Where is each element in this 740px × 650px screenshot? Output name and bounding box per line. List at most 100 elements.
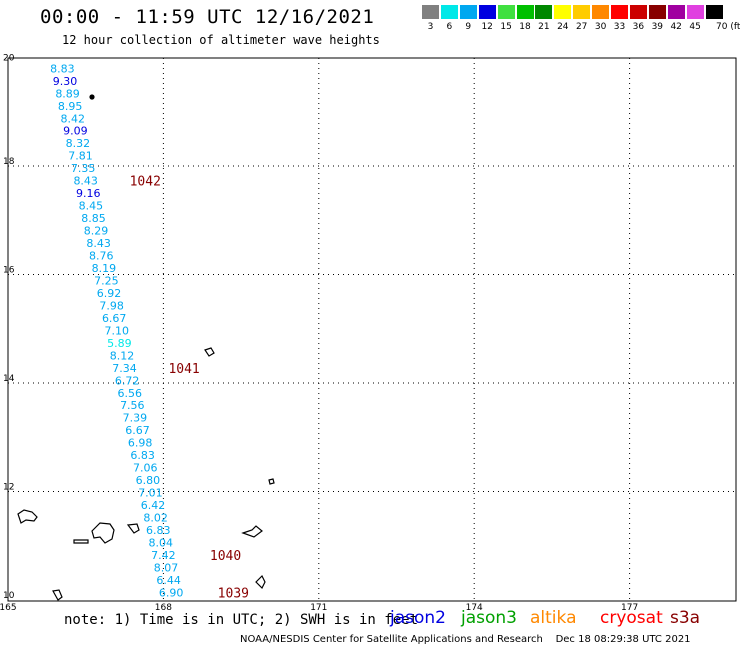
wave-height-reading: 6.67 <box>125 424 150 437</box>
legend-label: 15 <box>500 22 512 32</box>
legend-label: 33 <box>613 22 626 32</box>
wave-height-reading: 6.90 <box>159 586 184 599</box>
wave-height-reading: 7.56 <box>120 399 145 412</box>
wave-height-reading: 7.34 <box>112 362 137 375</box>
legend-label: 30 <box>594 22 607 32</box>
wave-height-reading: 8.42 <box>61 112 86 125</box>
legend-label: 45 <box>689 22 701 32</box>
wave-height-reading: 8.04 <box>149 536 174 549</box>
legend-label: 6 <box>446 22 453 32</box>
island-atoll-9 <box>52 589 63 601</box>
wave-height-reading: 8.12 <box>110 349 135 362</box>
island-atoll-8 <box>255 574 266 590</box>
legend-label: 3 <box>427 22 434 32</box>
lat-tick-label: 10 <box>3 591 15 601</box>
pressure-label: 1042 <box>130 175 161 190</box>
wave-height-reading: 8.02 <box>143 512 168 525</box>
legend-swatch <box>422 5 439 19</box>
wave-height-reading: 9.09 <box>63 125 88 138</box>
wave-height-reading: 6.72 <box>115 374 140 387</box>
wave-height-reading: 6.98 <box>128 437 153 450</box>
lat-tick-label: 14 <box>3 374 15 384</box>
wave-height-reading: 6.44 <box>156 574 181 587</box>
legend-swatch <box>497 5 515 19</box>
lat-tick-label: 20 <box>3 54 15 64</box>
wave-height-reading: 8.95 <box>58 100 83 113</box>
wave-height-reading: 9.30 <box>53 75 78 88</box>
legend-swatch <box>440 5 458 19</box>
wave-height-reading: 6.67 <box>102 312 127 325</box>
island-marker <box>89 94 95 100</box>
lat-tick-label: 18 <box>3 157 15 167</box>
legend-swatch <box>629 5 647 19</box>
wave-height-reading: 6.80 <box>136 474 161 487</box>
island-atoll-1 <box>17 509 38 524</box>
satellite-name: jason3 <box>461 608 517 628</box>
wave-height-reading: 7.81 <box>68 150 93 163</box>
wave-height-reading: 8.07 <box>154 561 179 574</box>
legend-swatch <box>667 5 685 19</box>
wave-height-reading: 7.39 <box>123 412 148 425</box>
wave-height-reading: 8.32 <box>66 137 91 150</box>
island-outlines <box>17 347 275 601</box>
island-atoll-6 <box>268 478 275 485</box>
wave-height-reading: 7.35 <box>71 162 96 175</box>
lat-tick-label: 16 <box>3 266 15 276</box>
satellite-name: jason2 <box>390 608 446 628</box>
legend-label: 9 <box>465 22 472 32</box>
wave-height-reading: 6.56 <box>117 387 142 400</box>
credit-line: NOAA/NESDIS Center for Satellite Applica… <box>240 634 691 645</box>
wave-height-reading: 8.43 <box>86 237 111 250</box>
legend-label: 18 <box>519 22 531 32</box>
wave-height-reading: 8.19 <box>92 262 117 275</box>
wave-height-reading: 8.89 <box>55 87 80 100</box>
wave-height-reading: 6.83 <box>130 449 155 462</box>
legend-label: 24 <box>557 22 569 32</box>
satellite-name: altika <box>530 608 577 628</box>
island-atoll-4 <box>126 523 140 534</box>
island-atoll-5 <box>204 347 215 357</box>
lon-tick-label: 174 <box>466 603 483 613</box>
legend-label: 27 <box>575 22 588 32</box>
lon-tick-label: 168 <box>155 603 172 613</box>
map-frame <box>7 57 737 602</box>
axis-tick-labels: 165 168 171 174 177 10 12 14 16 18 20 <box>0 54 638 614</box>
legend-unit-label: 70 (ft) <box>716 22 740 32</box>
wave-height-reading: 7.25 <box>94 274 119 287</box>
wave-height-reading: 8.45 <box>79 200 104 213</box>
legend-swatch <box>592 5 610 19</box>
legend-swatch <box>516 5 534 19</box>
legend-label: 39 <box>651 22 664 32</box>
legend-swatch <box>459 5 477 19</box>
wave-height-reading: 8.29 <box>84 225 109 238</box>
island-atoll-7 <box>241 525 263 538</box>
wave-height-reading: 6.42 <box>141 499 166 512</box>
wave-height-reading: 9.16 <box>76 187 101 200</box>
legend-swatch <box>535 5 553 19</box>
map-title: 00:00 - 11:59 UTC 12/16/2021 <box>40 6 375 28</box>
legend-swatch <box>686 5 704 19</box>
pressure-label: 1040 <box>210 549 241 564</box>
wave-height-reading: 7.06 <box>133 462 158 475</box>
footer-note: note: 1) Time is in UTC; 2) SWH is in fe… <box>64 612 419 628</box>
wave-height-reading: 7.98 <box>99 299 124 312</box>
island-atoll-2 <box>91 522 115 544</box>
island-atoll-3 <box>73 539 89 544</box>
wave-height-readings: 8.839.308.898.958.429.098.327.817.358.43… <box>50 62 183 599</box>
lon-tick-label: 165 <box>0 603 17 613</box>
satellite-name: s3a <box>670 608 701 628</box>
wave-height-reading: 6.83 <box>146 524 171 537</box>
wave-height-reading: 5.89 <box>107 337 132 350</box>
legend-label: 42 <box>670 22 682 32</box>
legend-label: 21 <box>538 22 550 32</box>
legend-swatch <box>705 5 723 19</box>
pressure-label: 1039 <box>218 586 249 601</box>
wave-height-reading: 8.76 <box>89 250 114 263</box>
wave-height-reading: 8.85 <box>81 212 106 225</box>
satellite-name: cryosat <box>600 608 663 628</box>
graticule <box>8 58 736 600</box>
lat-tick-label: 12 <box>3 483 14 493</box>
pressure-labels: 1042 1041 1040 1039 <box>130 175 249 602</box>
legend-swatch <box>611 5 628 19</box>
